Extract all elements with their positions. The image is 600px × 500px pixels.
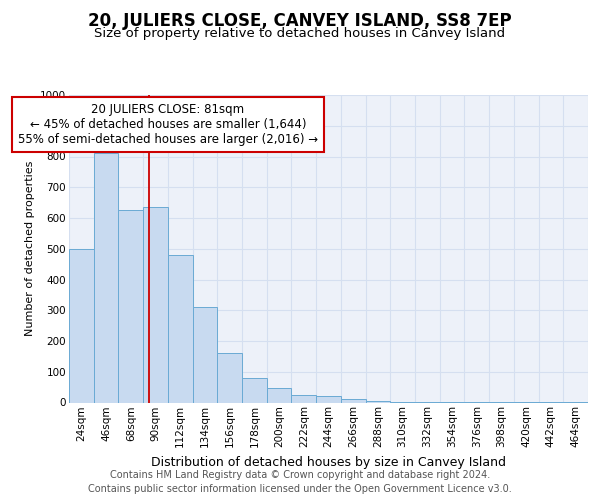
- Text: Contains HM Land Registry data © Crown copyright and database right 2024.
Contai: Contains HM Land Registry data © Crown c…: [88, 470, 512, 494]
- Text: 20, JULIERS CLOSE, CANVEY ISLAND, SS8 7EP: 20, JULIERS CLOSE, CANVEY ISLAND, SS8 7E…: [88, 12, 512, 30]
- Bar: [143, 207, 168, 402]
- Text: 20 JULIERS CLOSE: 81sqm
← 45% of detached houses are smaller (1,644)
55% of semi: 20 JULIERS CLOSE: 81sqm ← 45% of detache…: [18, 102, 318, 146]
- Bar: [168, 255, 193, 402]
- X-axis label: Distribution of detached houses by size in Canvey Island: Distribution of detached houses by size …: [151, 456, 506, 468]
- Text: Size of property relative to detached houses in Canvey Island: Size of property relative to detached ho…: [94, 28, 506, 40]
- Bar: [267, 388, 292, 402]
- Bar: [365, 401, 390, 402]
- Bar: [193, 307, 217, 402]
- Y-axis label: Number of detached properties: Number of detached properties: [25, 161, 35, 336]
- Bar: [69, 248, 94, 402]
- Bar: [118, 210, 143, 402]
- Bar: [292, 395, 316, 402]
- Bar: [94, 154, 118, 402]
- Bar: [242, 378, 267, 402]
- Bar: [341, 399, 365, 402]
- Bar: [217, 354, 242, 403]
- Bar: [316, 396, 341, 402]
